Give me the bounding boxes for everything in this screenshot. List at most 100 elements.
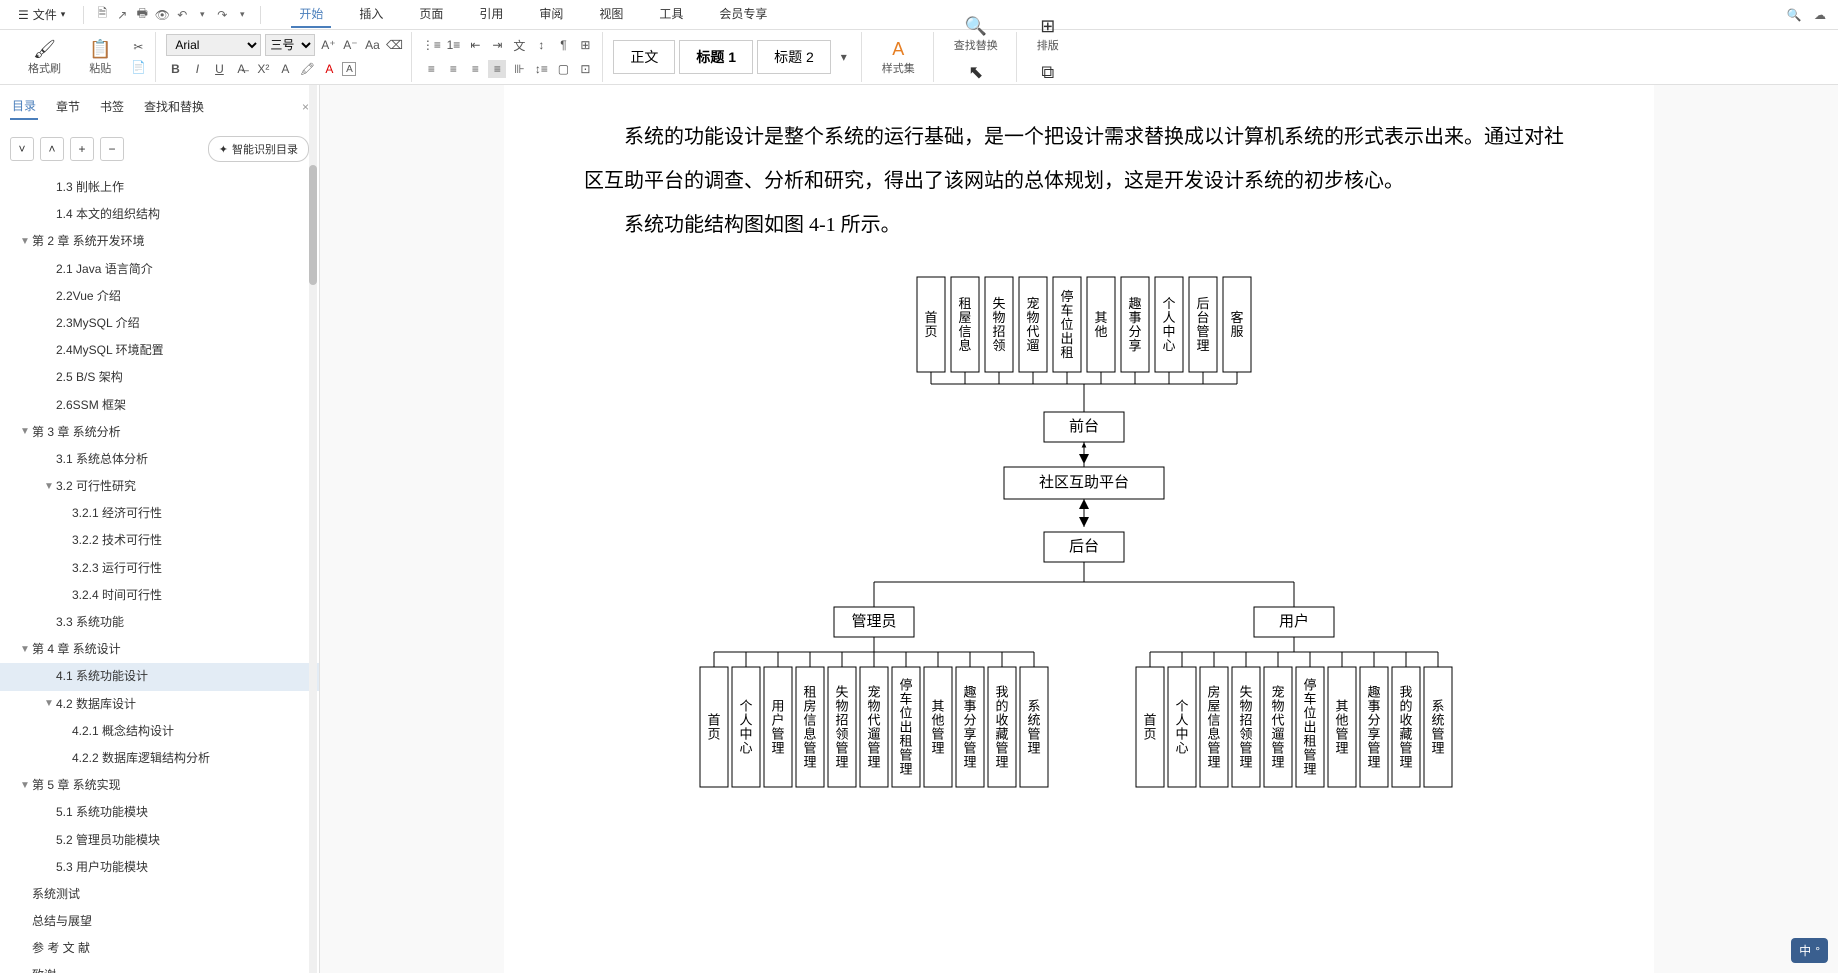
scrollbar-thumb[interactable] xyxy=(309,165,317,285)
cut-icon[interactable]: ✂ xyxy=(129,38,147,56)
paste-button[interactable]: 📋 粘贴 xyxy=(79,34,121,80)
sidebar-tab[interactable]: 书签 xyxy=(98,94,126,119)
smart-toc-button[interactable]: ✦ 智能识别目录 xyxy=(208,136,309,162)
sidebar-tab[interactable]: 章节 xyxy=(54,94,82,119)
toc-item[interactable]: ▼3.2 可行性研究 xyxy=(0,473,319,500)
search-icon[interactable]: 🔍 xyxy=(1786,7,1802,23)
char-border-icon[interactable]: A xyxy=(342,62,356,76)
ribbon-tab[interactable]: 视图 xyxy=(591,1,631,28)
toc-item[interactable]: 3.3 系统功能 xyxy=(0,609,319,636)
save-icon[interactable]: 🗎 xyxy=(94,7,110,23)
toc-item[interactable]: 4.2.1 概念结构设计 xyxy=(0,718,319,745)
toc-item[interactable]: 参 考 文 献 xyxy=(0,935,319,962)
ribbon-tab[interactable]: 引用 xyxy=(471,1,511,28)
sidebar-tab[interactable]: 目录 xyxy=(10,93,38,120)
show-marks-icon[interactable]: ¶ xyxy=(554,36,572,54)
ribbon-tab[interactable]: 工具 xyxy=(651,1,691,28)
number-list-icon[interactable]: 1≡ xyxy=(444,36,462,54)
border-icon[interactable]: ⊞ xyxy=(576,36,594,54)
toc-item[interactable]: 5.1 系统功能模块 xyxy=(0,799,319,826)
para-border-icon[interactable]: ⊡ xyxy=(576,60,594,78)
superscript-icon[interactable]: X² xyxy=(254,60,272,78)
ribbon-tab[interactable]: 开始 xyxy=(291,1,331,28)
expand-down-button[interactable]: ˅ xyxy=(10,137,34,161)
toc-item[interactable]: 1.4 本文的组织结构 xyxy=(0,201,319,228)
ribbon-tab[interactable]: 页面 xyxy=(411,1,451,28)
toc-item[interactable]: ▼第 3 章 系统分析 xyxy=(0,419,319,446)
toc-item[interactable]: ▼第 4 章 系统设计 xyxy=(0,636,319,663)
undo-icon[interactable]: ↶ xyxy=(174,7,190,23)
increase-font-icon[interactable]: A⁺ xyxy=(319,36,337,54)
toc-item[interactable]: 2.1 Java 语言简介 xyxy=(0,256,319,283)
export-icon[interactable]: ↗ xyxy=(114,7,130,23)
preview-icon[interactable]: 👁 xyxy=(154,7,170,23)
collapse-up-button[interactable]: ˄ xyxy=(40,137,64,161)
format-brush-button[interactable]: 🖌 格式刷 xyxy=(18,34,71,80)
align-left-icon[interactable]: ≡ xyxy=(422,60,440,78)
styles-button[interactable]: A 样式集 xyxy=(872,34,925,80)
line-spacing-icon[interactable]: ↕≡ xyxy=(532,60,550,78)
toc-item[interactable]: 系统测试 xyxy=(0,881,319,908)
decrease-indent-icon[interactable]: ⇤ xyxy=(466,36,484,54)
remove-button[interactable]: − xyxy=(100,137,124,161)
strikethrough-icon[interactable]: A̶ xyxy=(232,60,250,78)
ribbon-tab[interactable]: 审阅 xyxy=(531,1,571,28)
align-right-icon[interactable]: ≡ xyxy=(466,60,484,78)
font-size-select[interactable]: 三号 xyxy=(265,34,315,56)
toc-item[interactable]: 总结与展望 xyxy=(0,908,319,935)
toc-item[interactable]: 3.2.4 时间可行性 xyxy=(0,582,319,609)
bold-icon[interactable]: B xyxy=(166,60,184,78)
copy-icon[interactable]: 📄 xyxy=(129,58,147,76)
decrease-font-icon[interactable]: A⁻ xyxy=(341,36,359,54)
toc-item[interactable]: 2.5 B/S 架构 xyxy=(0,364,319,391)
toc-item[interactable]: 2.4MySQL 环境配置 xyxy=(0,337,319,364)
toc-item[interactable]: 5.3 用户功能模块 xyxy=(0,854,319,881)
italic-icon[interactable]: I xyxy=(188,60,206,78)
sidebar-tab[interactable]: 查找和替换 xyxy=(142,94,206,119)
align-justify-icon[interactable]: ≡ xyxy=(488,60,506,78)
underline-icon[interactable]: U xyxy=(210,60,228,78)
toc-item[interactable]: ▼第 2 章 系统开发环境 xyxy=(0,228,319,255)
clear-format-icon[interactable]: ⌫ xyxy=(385,36,403,54)
style-normal-button[interactable]: 正文 xyxy=(613,40,675,74)
toc-item[interactable]: 4.1 系统功能设计 xyxy=(0,663,319,690)
toc-item[interactable]: 4.2.2 数据库逻辑结构分析 xyxy=(0,745,319,772)
increase-indent-icon[interactable]: ⇥ xyxy=(488,36,506,54)
toc-item[interactable]: 3.1 系统总体分析 xyxy=(0,446,319,473)
add-button[interactable]: + xyxy=(70,137,94,161)
toc-item[interactable]: ▼4.2 数据库设计 xyxy=(0,691,319,718)
highlight-icon[interactable]: 🖍 xyxy=(298,60,316,78)
toc-item[interactable]: 致谢 xyxy=(0,962,319,973)
file-menu[interactable]: ☰ 文件 ▾ xyxy=(10,2,73,27)
font-name-select[interactable]: Arial xyxy=(166,34,261,56)
ime-indicator[interactable]: 中 ° xyxy=(1791,938,1828,963)
text-effects-icon[interactable]: A xyxy=(276,60,294,78)
document-viewport[interactable]: 系统的功能设计是整个系统的运行基础，是一个把设计需求替换成以计算机系统的形式表示… xyxy=(320,85,1838,973)
toc-item[interactable]: 2.2Vue 介绍 xyxy=(0,283,319,310)
ribbon-tab[interactable]: 插入 xyxy=(351,1,391,28)
toc-item[interactable]: 2.3MySQL 介绍 xyxy=(0,310,319,337)
find-replace-button[interactable]: 🔍 查找替换 xyxy=(944,11,1008,57)
style-h1-button[interactable]: 标题 1 xyxy=(679,40,753,74)
shading-icon[interactable]: ▢ xyxy=(554,60,572,78)
font-color-icon[interactable]: A xyxy=(320,60,338,78)
text-direction-icon[interactable]: 文 xyxy=(510,36,528,54)
toc-item[interactable]: 3.2.3 运行可行性 xyxy=(0,555,319,582)
redo-dropdown-icon[interactable]: ▾ xyxy=(234,7,250,23)
toc-item[interactable]: 1.3 削帐上作 xyxy=(0,174,319,201)
redo-icon[interactable]: ↷ xyxy=(214,7,230,23)
layout-button[interactable]: ⊞ 排版 xyxy=(1027,11,1069,57)
sort-icon[interactable]: ↕ xyxy=(532,36,550,54)
style-more-icon[interactable]: ▾ xyxy=(835,48,853,66)
bullet-list-icon[interactable]: ⋮≡ xyxy=(422,36,440,54)
toc-item[interactable]: 3.2.1 经济可行性 xyxy=(0,500,319,527)
style-h2-button[interactable]: 标题 2 xyxy=(757,40,831,74)
print-icon[interactable]: 🖶 xyxy=(134,7,150,23)
align-center-icon[interactable]: ≡ xyxy=(444,60,462,78)
distribute-icon[interactable]: ⊪ xyxy=(510,60,528,78)
ribbon-tab[interactable]: 会员专享 xyxy=(711,1,775,28)
cloud-icon[interactable]: ☁ xyxy=(1812,7,1828,23)
toc-item[interactable]: 3.2.2 技术可行性 xyxy=(0,527,319,554)
toc-item[interactable]: ▼第 5 章 系统实现 xyxy=(0,772,319,799)
change-case-icon[interactable]: Aa xyxy=(363,36,381,54)
